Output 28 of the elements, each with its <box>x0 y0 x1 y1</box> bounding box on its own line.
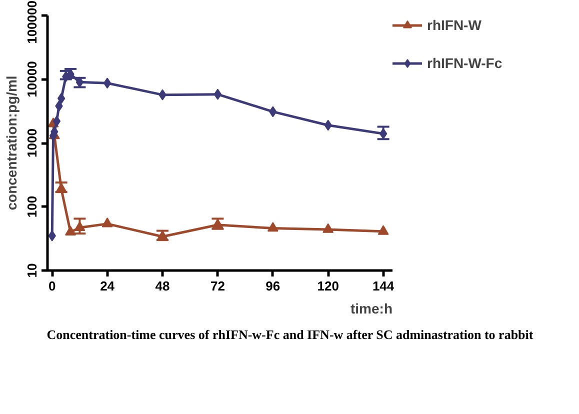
point <box>74 221 86 232</box>
point <box>102 218 113 228</box>
y-axis-title: concentration:pg/ml <box>4 76 20 210</box>
x-tick-label: 120 <box>317 278 339 294</box>
point <box>214 88 222 100</box>
text: Concentration-time curves of rhIFN-w-Fc and IFN-w after SC adminastration to rabbit <box>46 326 534 344</box>
y-tick-label: 10000 <box>24 61 40 98</box>
x-tick-label: 48 <box>155 278 170 294</box>
legend-label: rhIFN-W-Fc <box>427 55 502 71</box>
point <box>65 226 76 236</box>
x-tick-label: 96 <box>266 278 280 294</box>
y-tick-label: 1000 <box>24 128 40 158</box>
point <box>52 116 61 127</box>
x-tick-label: 0 <box>48 278 56 294</box>
point <box>379 128 388 140</box>
point <box>57 92 66 104</box>
point <box>322 223 334 233</box>
legend-label: rhIFN-W <box>427 17 482 33</box>
y-tick-label: 100000 <box>24 0 40 44</box>
y-tick-label: 100 <box>24 196 40 218</box>
x-axis-title: time:h <box>350 300 392 316</box>
x-tick-label: 24 <box>100 278 116 294</box>
point <box>103 78 112 89</box>
y-tick-label: 10 <box>24 263 40 278</box>
point <box>378 225 389 235</box>
point <box>267 222 278 232</box>
x-tick-label: 144 <box>372 278 395 294</box>
x-tick-label: 72 <box>210 278 225 294</box>
